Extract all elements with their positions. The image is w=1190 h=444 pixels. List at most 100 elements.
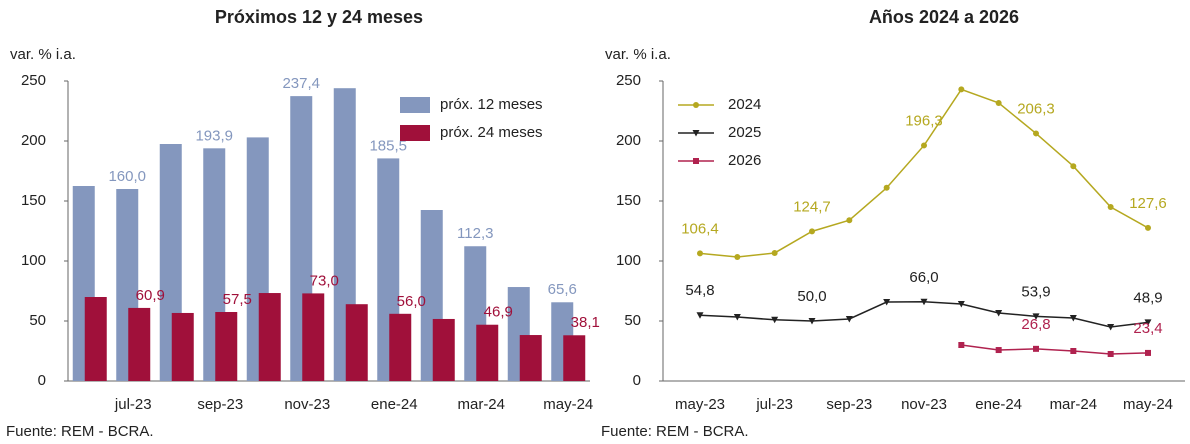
value-label: 124,7: [793, 198, 831, 215]
marker: [995, 347, 1002, 354]
y-tick-label: 250: [21, 72, 46, 89]
x-tick-label: may-24: [543, 396, 593, 413]
value-label: 56,0: [397, 293, 426, 310]
y-tick-label: 250: [616, 72, 641, 89]
x-tick-label: ene-24: [975, 396, 1022, 413]
marker: [696, 312, 704, 319]
legend-label: 2026: [728, 152, 761, 169]
marker: [883, 299, 891, 306]
marker: [1033, 130, 1039, 137]
legend-label: próx. 24 meses: [440, 124, 543, 141]
bar: [519, 335, 542, 381]
chart-title: Próximos 12 y 24 meses: [215, 7, 423, 27]
value-label: 160,0: [108, 168, 146, 185]
bar: [563, 335, 586, 381]
value-label: 66,0: [909, 269, 938, 286]
marker: [693, 102, 699, 108]
y-axis-label: var. % i.a.: [10, 46, 76, 63]
marker: [957, 300, 965, 308]
bar: [476, 324, 499, 381]
x-tick-label: may-23: [675, 396, 725, 413]
marker: [693, 158, 699, 164]
marker: [1145, 349, 1151, 356]
value-label: 60,9: [136, 287, 165, 304]
y-tick-label: 100: [616, 252, 641, 269]
value-label: 196,3: [905, 112, 943, 129]
marker: [1032, 313, 1040, 320]
marker: [845, 315, 853, 323]
marker: [1069, 315, 1077, 322]
marker: [733, 314, 741, 321]
value-label: 38,1: [571, 314, 600, 331]
line: [699, 301, 1149, 328]
value-label: 127,6: [1129, 195, 1167, 212]
marker: [958, 86, 965, 93]
x-tick-label: sep-23: [826, 396, 872, 413]
marker: [771, 249, 778, 256]
bar: [345, 304, 368, 381]
marker: [995, 309, 1003, 317]
value-label: 237,4: [282, 75, 320, 92]
value-label: 65,6: [548, 281, 577, 298]
x-tick-label: mar-24: [457, 396, 505, 413]
value-label: 193,9: [195, 127, 233, 144]
value-label: 23,4: [1133, 320, 1162, 337]
x-tick-label: ene-24: [371, 396, 418, 413]
marker: [808, 318, 816, 325]
marker: [920, 298, 928, 306]
value-label: 57,5: [223, 291, 252, 308]
bar: [215, 312, 238, 381]
marker: [771, 316, 779, 324]
y-tick-label: 200: [21, 132, 46, 149]
bar: [258, 293, 281, 381]
source-note: Fuente: REM - BCRA.: [6, 423, 154, 440]
marker: [958, 342, 965, 348]
value-label: 185,5: [369, 137, 407, 154]
source-note: Fuente: REM - BCRA.: [601, 423, 749, 440]
x-tick-label: sep-23: [197, 396, 243, 413]
marker: [1107, 204, 1114, 210]
marker: [734, 254, 741, 261]
x-tick-label: may-24: [1123, 396, 1173, 413]
y-tick-label: 100: [21, 252, 46, 269]
marker: [846, 217, 853, 224]
marker: [692, 130, 700, 137]
marker: [1033, 345, 1039, 352]
legend-label: 2024: [728, 96, 761, 113]
y-tick-label: 200: [616, 132, 641, 149]
marker: [809, 228, 815, 235]
legend-swatch: [400, 125, 430, 141]
value-label: 26,8: [1021, 316, 1050, 333]
chart-title: Años 2024 a 2026: [869, 7, 1019, 27]
y-tick-label: 0: [38, 372, 46, 389]
y-tick-label: 150: [21, 192, 46, 209]
bar: [389, 313, 412, 381]
y-tick-label: 150: [616, 192, 641, 209]
marker: [995, 99, 1002, 106]
x-tick-label: mar-24: [1050, 396, 1098, 413]
x-tick-label: jul-23: [114, 396, 152, 413]
y-axis-label: var. % i.a.: [605, 46, 671, 63]
value-label: 50,0: [797, 288, 826, 305]
bar: [128, 307, 151, 381]
marker: [883, 184, 890, 191]
marker: [1107, 324, 1115, 331]
value-label: 53,9: [1021, 283, 1050, 300]
x-tick-label: nov-23: [284, 396, 330, 413]
value-label: 48,9: [1133, 289, 1162, 306]
x-tick-label: jul-23: [755, 396, 793, 413]
value-label: 112,3: [457, 225, 493, 242]
y-tick-label: 50: [624, 312, 641, 329]
marker: [1144, 319, 1152, 326]
x-tick-label: nov-23: [901, 396, 947, 413]
marker: [1145, 224, 1151, 231]
y-tick-label: 50: [29, 312, 46, 329]
bar: [84, 297, 107, 381]
value-label: 73,0: [310, 272, 339, 289]
marker: [921, 142, 927, 149]
legend-label: próx. 12 meses: [440, 96, 543, 113]
bar: [302, 293, 325, 381]
marker: [697, 250, 703, 257]
marker: [1107, 351, 1114, 357]
